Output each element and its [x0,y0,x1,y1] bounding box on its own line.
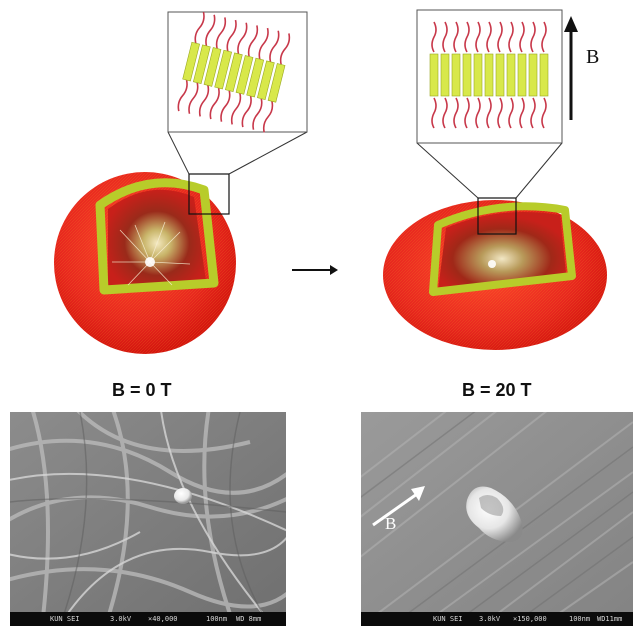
instrument-label: KUN SEI [50,612,80,626]
voltage-label: 3.0kV [110,612,131,626]
scale-label: 100nm [569,612,590,626]
magnification-label: ×150,000 [513,612,547,626]
transition-arrow [290,262,340,278]
sem-image-right: B KUN SEI 3.0kV ×150,000 100nm WD11mm [361,412,633,626]
sem-info-bar: KUN SEI 3.0kV ×40,000 100nm WD 8mm [10,612,286,626]
sem-image-left: KUN SEI 3.0kV ×40,000 100nm WD 8mm [10,412,286,626]
sem-field-label: B [385,514,396,534]
magnification-label: ×40,000 [148,612,178,626]
instrument-label: KUN SEI [433,612,463,626]
sem-info-bar: KUN SEI 3.0kV ×150,000 100nm WD11mm [361,612,633,626]
voltage-label: 3.0kV [479,612,500,626]
field-label: B [586,46,599,69]
vesicle-sphere-diagram [0,0,320,380]
working-distance-label: WD11mm [597,612,622,626]
aligned-surface [361,412,633,626]
label-zero-field: B = 0 T [112,380,172,401]
working-distance-label: WD 8mm [236,612,261,626]
field-direction-arrow [564,16,578,120]
fiber-network [10,412,286,626]
cutaway-interior [108,190,206,287]
scale-label: 100nm [206,612,227,626]
label-high-field: B = 20 T [462,380,532,401]
nanoparticle [174,488,192,504]
